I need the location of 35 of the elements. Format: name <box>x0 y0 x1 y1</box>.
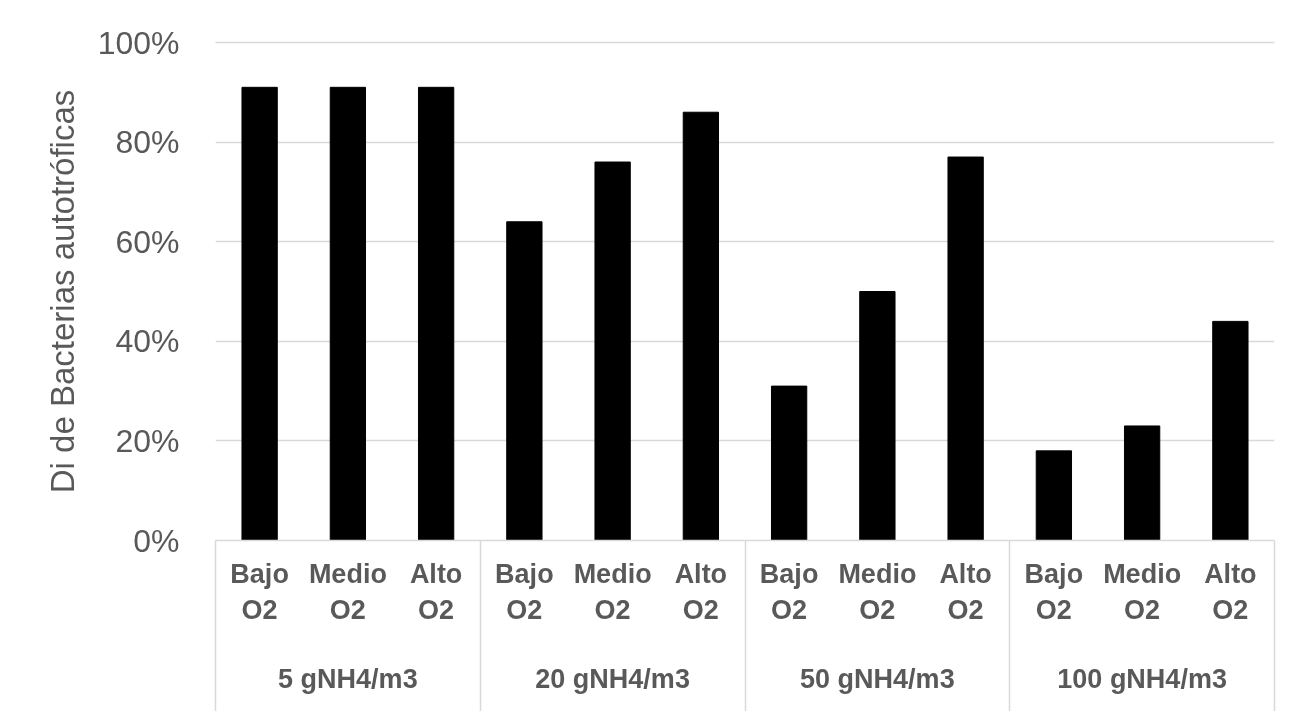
text: 50 gNH4/m3 <box>800 663 955 694</box>
bar <box>770 385 808 541</box>
x-tick-label: Alto O2 <box>1204 558 1257 625</box>
bar <box>417 86 455 541</box>
x-tick-label: Alto O2 <box>674 558 728 625</box>
bar <box>682 111 720 541</box>
x-tick-label: Medio O2 <box>573 558 652 625</box>
x-tick-label: Bajo O2 <box>230 558 289 625</box>
x-tick-label: Medio O2 <box>1103 558 1182 625</box>
bar <box>241 86 278 541</box>
y-tick-label: 60% <box>115 223 180 260</box>
x-tick-label: Bajo O2 <box>495 558 554 625</box>
text: 20 gNH4/m3 <box>535 663 690 694</box>
x-tick-label: Medio O2 <box>838 558 917 625</box>
bar <box>859 291 896 541</box>
bar <box>329 86 367 541</box>
text: 100 gNH4/m3 <box>1057 663 1227 694</box>
y-tick-label: 20% <box>115 422 180 459</box>
x-tick-label: Alto O2 <box>409 558 463 625</box>
x-tick-label: Bajo O2 <box>759 558 819 625</box>
bar <box>594 161 631 541</box>
x-tick-label: Medio O2 <box>308 558 387 625</box>
y-tick-label: 100% <box>97 24 180 61</box>
bar <box>947 156 984 541</box>
x-tick-label: Alto O2 <box>939 558 992 625</box>
bar <box>1123 425 1161 541</box>
bar <box>1035 450 1073 541</box>
bar <box>1212 320 1249 541</box>
y-tick-label: 80% <box>115 124 180 161</box>
x-tick-label: Bajo O2 <box>1024 558 1084 625</box>
y-tick-label: 0% <box>133 522 180 559</box>
y-axis-title: Di de Bacterias autotróficas <box>43 89 81 494</box>
bar <box>506 221 543 541</box>
y-tick-label: 40% <box>115 323 180 360</box>
text: 5 gNH4/m3 <box>278 663 418 694</box>
